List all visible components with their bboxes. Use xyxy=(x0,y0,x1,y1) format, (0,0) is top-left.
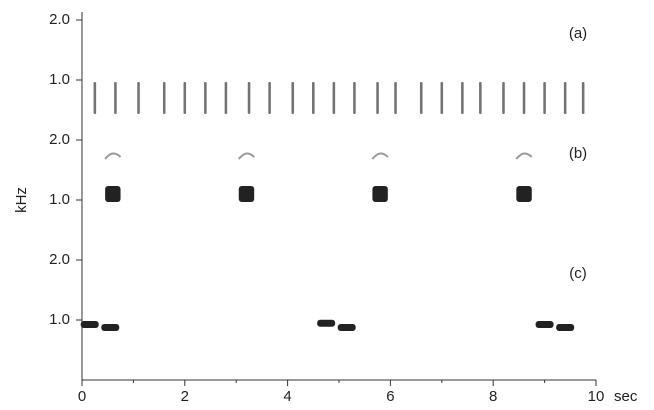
x-tick-label: 4 xyxy=(283,388,291,405)
call-pulse xyxy=(440,82,444,114)
call-pulse xyxy=(268,82,271,114)
call-pulse xyxy=(332,82,336,114)
call xyxy=(105,186,121,202)
call-pulse xyxy=(376,82,379,114)
overtone xyxy=(104,152,122,160)
x-tick-label: 6 xyxy=(386,388,394,405)
call xyxy=(317,319,336,327)
call-pulse xyxy=(543,82,546,114)
y-tick-label: 1.0 xyxy=(49,311,70,328)
x-tick-label: 8 xyxy=(489,388,497,405)
panel-label: (c) xyxy=(569,265,587,282)
call-pulse xyxy=(312,82,315,114)
call-pulse xyxy=(353,82,356,114)
call xyxy=(535,321,554,328)
call-pulse xyxy=(502,82,505,114)
call-pulse xyxy=(479,82,482,114)
call-pulse xyxy=(204,82,207,114)
overtone xyxy=(371,152,389,160)
y-tick-label: 1.0 xyxy=(49,71,70,88)
call-pulse xyxy=(224,82,228,114)
call-pulse xyxy=(581,82,585,114)
call-pulse xyxy=(114,82,117,114)
call-pulse xyxy=(93,82,97,114)
y-tick-label: 2.0 xyxy=(49,131,70,148)
panel-label: (b) xyxy=(569,145,587,162)
x-axis-label: sec xyxy=(614,388,638,405)
call-pulse xyxy=(419,82,423,114)
y-tick-label: 2.0 xyxy=(49,251,70,268)
call-pulse xyxy=(137,82,140,114)
panel-label: (a) xyxy=(569,25,587,42)
x-tick-label: 0 xyxy=(78,388,86,405)
call xyxy=(556,324,575,331)
call xyxy=(238,186,255,202)
x-tick-label: 2 xyxy=(181,388,189,405)
call-pulse xyxy=(394,82,397,114)
call xyxy=(337,324,356,331)
call-pulse xyxy=(247,82,251,114)
call-pulse xyxy=(563,82,567,114)
call xyxy=(516,186,532,202)
overtone xyxy=(515,152,533,160)
call-pulse xyxy=(162,82,166,114)
call xyxy=(80,321,99,328)
x-tick-label: 10 xyxy=(588,388,605,405)
call xyxy=(372,186,388,202)
call xyxy=(101,324,120,331)
call-pulse xyxy=(183,82,187,114)
y-tick-label: 2.0 xyxy=(49,11,70,28)
overtone xyxy=(237,152,255,160)
y-axis-label: kHz xyxy=(13,187,30,213)
call-pulse xyxy=(291,82,295,114)
call-pulse xyxy=(522,82,526,114)
y-tick-label: 1.0 xyxy=(49,191,70,208)
call-pulse xyxy=(461,82,464,114)
